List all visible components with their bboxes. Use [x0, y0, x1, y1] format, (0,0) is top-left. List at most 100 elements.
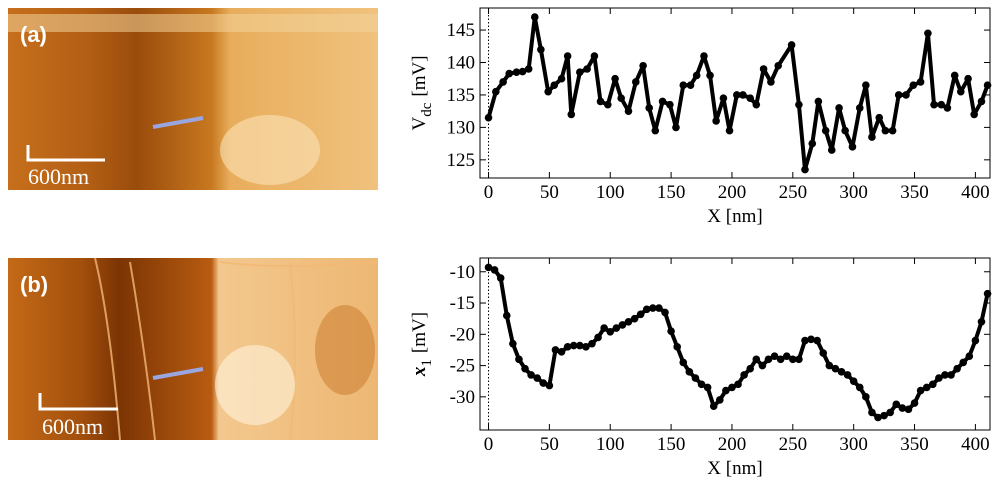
data-point	[746, 94, 755, 102]
data-point	[862, 393, 870, 401]
data-point	[795, 100, 803, 109]
data-point	[770, 352, 779, 360]
data-point	[956, 87, 965, 96]
x-tick-label: 50	[540, 182, 559, 203]
line-chart: 0 50 100 150 200 250 300 350 400 -10 -15 -20 -25 -30 X…	[409, 257, 992, 479]
x-tick-label: 400	[961, 434, 990, 455]
data-point	[746, 364, 755, 373]
data-point	[764, 355, 773, 364]
data-point	[928, 380, 937, 389]
data-point	[930, 100, 938, 109]
data-point	[868, 133, 876, 141]
x-tick-label: 100	[596, 434, 625, 455]
x-tick-label: 100	[596, 182, 625, 203]
data-point	[642, 305, 651, 314]
data-point	[902, 91, 910, 99]
data-point	[909, 81, 918, 90]
plot-frame	[479, 7, 991, 179]
data-point	[808, 139, 817, 148]
data-point	[679, 358, 688, 367]
data-point	[697, 380, 706, 389]
data-point	[759, 65, 768, 73]
image-b: (b) 600nm	[8, 257, 379, 441]
x-tick-label: 0	[484, 182, 494, 203]
data-point	[787, 41, 796, 49]
data-point	[843, 371, 852, 379]
data-point	[551, 346, 560, 354]
y-axis-label: x1 [mV]	[409, 312, 435, 377]
x-tick-label: 350	[900, 182, 929, 203]
data-point	[739, 91, 747, 99]
x-tick-label: 300	[839, 434, 868, 455]
data-point	[789, 355, 797, 364]
data-point	[782, 352, 791, 360]
data-point	[947, 371, 955, 379]
data-point	[505, 69, 514, 78]
data-point	[611, 74, 619, 83]
data-point	[722, 386, 730, 395]
x-tick-label: 400	[961, 182, 990, 203]
data-point	[801, 165, 809, 174]
data-point	[983, 81, 992, 90]
x-axis-label: X [nm]	[707, 458, 762, 479]
data-point	[977, 97, 986, 106]
data-point	[728, 383, 736, 392]
data-point	[537, 45, 545, 54]
y-tick-label: -30	[450, 387, 475, 408]
data-point	[719, 94, 728, 102]
data-point	[848, 143, 857, 151]
data-point	[734, 380, 742, 389]
data-point	[813, 336, 821, 345]
data-point	[776, 355, 785, 364]
x-tick-label: 200	[718, 434, 747, 455]
data-point	[733, 91, 741, 99]
y-tick-label: 130	[447, 117, 476, 138]
data-point	[898, 404, 907, 412]
data-point	[596, 97, 605, 106]
x-tick-label: 250	[779, 434, 808, 455]
data-point	[712, 117, 720, 125]
data-point	[706, 71, 714, 80]
data-point	[740, 371, 748, 379]
data-point	[673, 343, 681, 351]
data-point	[916, 386, 925, 395]
data-point	[703, 383, 712, 392]
data-point	[916, 78, 925, 86]
image-a: (a) 600nm	[8, 8, 378, 190]
data-point	[937, 100, 946, 109]
y-tick-label: -25	[450, 356, 475, 377]
data-point	[924, 29, 932, 38]
data-point	[492, 87, 500, 96]
data-point	[767, 78, 775, 86]
x-tick-label: 200	[718, 182, 747, 203]
data-point	[582, 343, 590, 351]
data-point	[837, 368, 846, 376]
y-tick-label: 145	[447, 20, 476, 41]
data-point	[868, 408, 876, 417]
y-tick-label: -15	[450, 293, 475, 314]
data-point	[576, 341, 584, 350]
data-point	[563, 52, 572, 60]
data-point	[604, 100, 612, 109]
x-tick-label: 300	[839, 182, 868, 203]
data-point	[521, 364, 529, 373]
data-point	[831, 364, 840, 373]
data-point	[524, 65, 533, 73]
data-point	[667, 327, 675, 335]
data-point	[835, 104, 843, 112]
data-point	[910, 399, 919, 407]
data-point	[692, 71, 701, 80]
y-tick-label: 125	[447, 150, 476, 171]
data-point	[904, 405, 913, 414]
scale-bar-label: 600nm	[28, 164, 89, 189]
data-point	[922, 383, 931, 392]
data-line	[487, 265, 990, 420]
data-point	[557, 74, 566, 83]
data-point	[875, 113, 884, 122]
data-point	[709, 402, 718, 411]
plot-frame	[479, 257, 991, 431]
data-point	[563, 343, 572, 351]
data-point	[880, 411, 888, 420]
charts: 0 50 100 150 200 250 300 350 400125130135140145X…	[409, 7, 992, 479]
